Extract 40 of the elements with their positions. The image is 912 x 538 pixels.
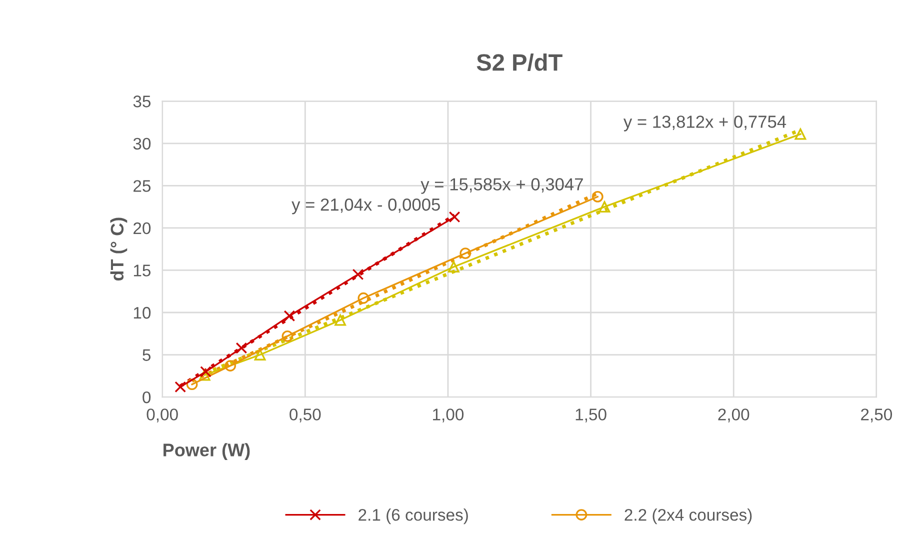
y-tick-label: 10 <box>134 306 151 319</box>
y-tick-label: 0 <box>142 391 151 404</box>
x-tick-label: 1,00 <box>433 408 464 422</box>
point <box>334 314 346 326</box>
y-tick-label: 15 <box>134 264 151 276</box>
x-tick-label: 0,50 <box>290 408 321 422</box>
point <box>254 349 266 360</box>
point <box>448 261 460 273</box>
annotation: y = 21,04x - 0,0005 <box>292 198 440 214</box>
point <box>448 211 460 223</box>
legend-label: 2.1 (6 courses) <box>358 508 468 524</box>
y-axis-title: dT (° C) <box>110 218 128 281</box>
point <box>198 369 210 381</box>
point <box>236 342 248 354</box>
point <box>174 381 186 393</box>
point <box>186 378 198 390</box>
y-tick-label: 5 <box>142 349 151 361</box>
x-tick-label: 2,50 <box>861 408 892 422</box>
point <box>358 292 370 304</box>
y-tick-label: 25 <box>134 180 151 192</box>
y-tick-label: 30 <box>133 138 151 150</box>
point <box>352 268 364 280</box>
legend-label: 2.2 (2x4 courses) <box>624 508 752 524</box>
point <box>460 248 472 260</box>
x-tick-label: 0,00 <box>146 408 178 422</box>
x-tick-label: 1,50 <box>576 408 606 422</box>
point <box>200 366 212 378</box>
point <box>282 330 294 342</box>
annotation: y = 15,585x + 0,3047 <box>420 178 583 194</box>
chart-title: S2 P/dT <box>476 53 562 72</box>
point <box>598 201 610 213</box>
annotation: y = 13,812x + 0,7754 <box>623 116 786 132</box>
x-tick-label: 2,00 <box>718 408 750 422</box>
point <box>794 128 806 140</box>
y-tick-label: 35 <box>133 96 151 108</box>
y-tick-label: 20 <box>134 222 151 234</box>
point <box>284 310 296 322</box>
point <box>592 190 604 202</box>
x-axis-title: Power (W) <box>164 443 250 460</box>
point <box>224 360 236 372</box>
